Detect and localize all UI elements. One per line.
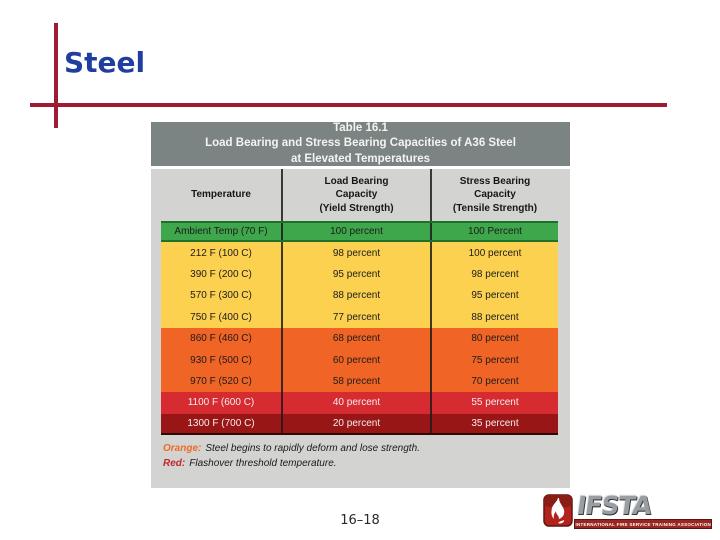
- steel-capacity-table: Table 16.1 Load Bearing and Stress Beari…: [151, 122, 570, 488]
- load-bearing-cell: 68 percent: [281, 327, 430, 350]
- temperature-cell: 570 F (300 C): [190, 290, 252, 302]
- temperature-cell: 970 F (520 C): [190, 375, 252, 387]
- temperature-cell: Ambient Temp (70 F): [174, 226, 268, 238]
- table-row: 212 F (100 C) 98 percent 100 percent: [161, 242, 558, 264]
- temperature-cell: 1300 F (700 C): [187, 417, 255, 429]
- temperature-cell: 750 F (400 C): [190, 311, 252, 323]
- stress-bearing-cell: 80 percent: [430, 327, 558, 350]
- flame-icon: [543, 494, 574, 527]
- table-footnotes: Orange: Steel begins to rapidly deform an…: [151, 435, 570, 472]
- column-header-temperature: Temperature: [191, 189, 251, 201]
- temperature-cell: 212 F (100 C): [190, 247, 252, 259]
- table-column-header-row: Temperature Load Bearing Capacity (Yield…: [161, 169, 558, 221]
- ifsta-wordmark: IFSTA: [575, 491, 654, 520]
- temperature-cell: 390 F (200 C): [190, 268, 252, 280]
- footnote-orange: Orange: Steel begins to rapidly deform an…: [163, 441, 558, 457]
- ifsta-tagline: INTERNATIONAL FIRE SERVICE TRAINING ASSO…: [575, 521, 711, 527]
- ifsta-logo: IFSTA INTERNATIONAL FIRE SERVICE TRAININ…: [543, 491, 712, 529]
- accent-horizontal-line: [30, 103, 667, 107]
- load-bearing-cell: 77 percent: [281, 306, 430, 328]
- stress-bearing-cell: 70 percent: [430, 370, 558, 393]
- table-row: 970 F (520 C) 58 precent 70 percent: [161, 370, 558, 393]
- column-header-load-bearing: Load Bearing Capacity (Yield Strength): [281, 169, 430, 221]
- accent-vertical-line: [54, 23, 58, 128]
- slide-title: Steel: [64, 46, 146, 79]
- stress-bearing-cell: 100 Percent: [430, 223, 558, 241]
- footnote-orange-text: Steel begins to rapidly deform and lose …: [205, 442, 420, 454]
- ifsta-banner: INTERNATIONAL FIRE SERVICE TRAINING ASSO…: [574, 519, 712, 529]
- load-bearing-cell: 100 percent: [281, 223, 430, 241]
- load-bearing-cell: 40 percent: [281, 392, 430, 414]
- load-bearing-cell: 20 percent: [281, 413, 430, 433]
- temperature-cell: 1100 F (600 C): [187, 397, 255, 409]
- page-number: 16–18: [340, 513, 380, 528]
- table-row: 1100 F (600 C) 40 percent 55 percent: [161, 392, 558, 414]
- load-bearing-cell: 60 percent: [281, 349, 430, 371]
- table-row: 390 F (200 C) 95 percent 98 percent: [161, 263, 558, 286]
- stress-bearing-cell: 100 percent: [430, 242, 558, 264]
- load-bearing-cell: 95 percent: [281, 263, 430, 286]
- table-row: 570 F (300 C) 88 percent 95 percent: [161, 285, 558, 307]
- load-bearing-cell: 88 percent: [281, 285, 430, 307]
- stress-bearing-cell: 75 percent: [430, 349, 558, 371]
- column-header-stress-bearing: Stress Bearing Capacity (Tensile Strengt…: [430, 169, 558, 221]
- temperature-cell: 930 F (500 C): [190, 354, 252, 366]
- footnote-red-text: Flashover threshold temperature.: [189, 458, 337, 470]
- stress-bearing-cell: 95 percent: [430, 285, 558, 307]
- table-row: 750 F (400 C) 77 percent 88 percent: [161, 306, 558, 328]
- table-row: 930 F (500 C) 60 percent 75 percent: [161, 349, 558, 371]
- table-row: 860 F (460 C) 68 percent 80 percent: [161, 327, 558, 350]
- table-row: Ambient Temp (70 F) 100 percent 100 Perc…: [161, 221, 558, 243]
- load-bearing-cell: 98 percent: [281, 242, 430, 264]
- footnote-orange-label: Orange:: [163, 442, 202, 454]
- stress-bearing-cell: 98 percent: [430, 263, 558, 286]
- table-row: 1300 F (700 C) 20 percent 35 percent: [161, 413, 558, 435]
- stress-bearing-cell: 88 percent: [430, 306, 558, 328]
- footnote-red-label: Red:: [163, 458, 186, 470]
- stress-bearing-cell: 55 percent: [430, 392, 558, 414]
- table-title: Table 16.1 Load Bearing and Stress Beari…: [151, 122, 570, 169]
- load-bearing-cell: 58 precent: [281, 370, 430, 393]
- temperature-cell: 860 F (460 C): [190, 333, 252, 345]
- footnote-red: Red: Flashover threshold temperature.: [163, 456, 558, 472]
- stress-bearing-cell: 35 percent: [430, 413, 558, 433]
- ifsta-logo-text-block: IFSTA INTERNATIONAL FIRE SERVICE TRAININ…: [574, 491, 712, 529]
